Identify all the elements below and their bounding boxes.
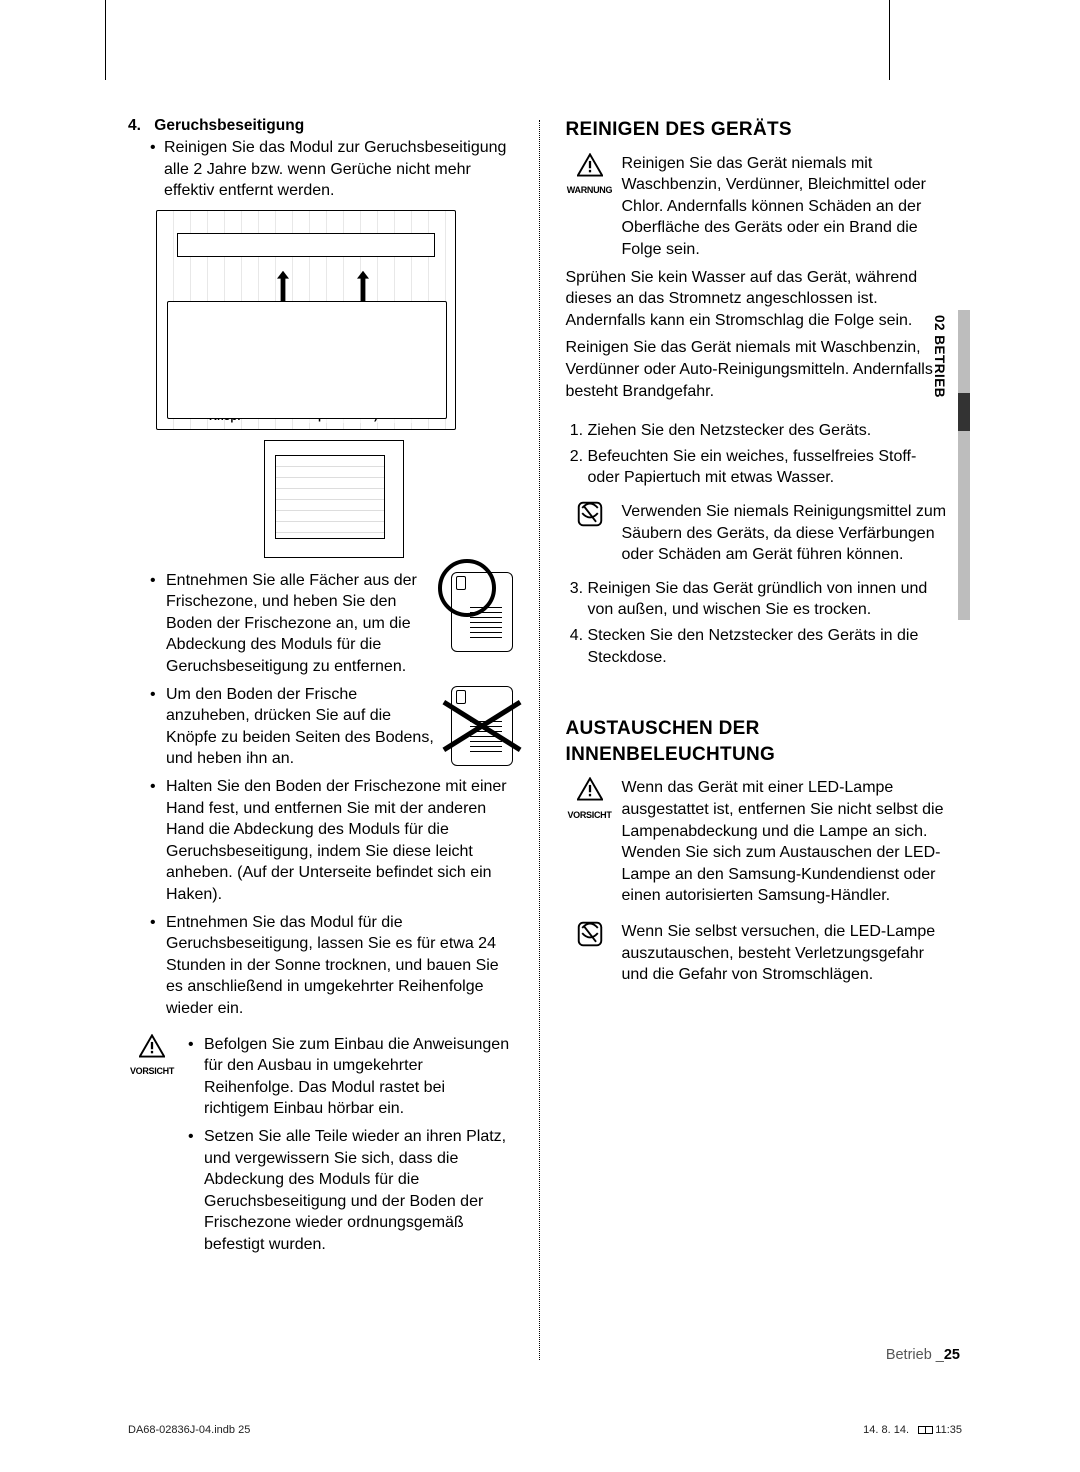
heading-clean: REINIGEN DES GERÄTS [566,117,951,143]
crop-mark-left [105,0,106,80]
illus-caption: (Beim Anheben auf den Knopf drücken) [297,397,419,422]
caution-icon: VORSICHT [128,1034,176,1078]
left-column: 4. Geruchsbeseitigung Reinigen Sie das M… [128,115,513,1360]
page-reference: Betrieb _25 [886,1346,960,1366]
caution-text: Wenn das Gerät mit einer LED-Lampe ausge… [622,777,951,907]
arrow-icon [357,271,369,307]
page: 02 BETRIEB 4. Geruchsbeseitigung Reinige… [0,0,1080,1472]
step-number: 4. [128,117,141,134]
side-tab-bg [958,310,970,620]
bullet: Entnehmen Sie alle Fächer aus der Frisch… [146,570,513,678]
paragraph: Sprühen Sie kein Wasser auf das Gerät, w… [566,267,951,332]
note-text: Wenn Sie selbst versuchen, die LED-Lampe… [622,921,951,986]
warning-label: WARNUNG [566,184,614,196]
two-column-layout: 4. Geruchsbeseitigung Reinigen Sie das M… [128,115,970,1360]
warning-icon: WARNUNG [566,153,614,197]
illustration-main: Knopf (Beim Anheben auf den Knopf drücke… [156,210,513,558]
side-tab-label: 02 BETRIEB [930,315,948,398]
bullet: Entnehmen Sie das Modul für die Geruchsb… [146,912,513,1020]
right-column: REINIGEN DES GERÄTS WARNUNG Reinigen Sie… [566,115,971,1360]
step: Stecken Sie den Netzstecker des Geräts i… [588,625,951,668]
caution-icon: VORSICHT [566,777,614,821]
note-text: Verwenden Sie niemals Reinigungsmittel z… [622,501,951,566]
step: Reinigen Sie das Gerät gründlich von inn… [588,578,951,621]
caution-label: VORSICHT [566,809,614,821]
footer-docref: DA68-02836J-04.indb 25 [128,1423,250,1438]
side-tab-active [958,393,970,431]
warning-text: Reinigen Sie das Gerät niemals mit Wasch… [622,153,951,261]
footer-timestamp: 14. 8. 14. 11:35 [863,1423,962,1438]
step: Befeuchten Sie ein weiches, fusselfreies… [588,446,951,489]
illus-label-knopf: Knopf [209,410,241,425]
crop-mark-right [889,0,890,80]
bullet: Halten Sie den Boden der Frischezone mit… [146,776,513,906]
column-divider [539,120,540,1360]
note-icon [566,501,614,534]
step: ​Ziehen Sie den Netzstecker des Geräts. [588,420,951,442]
bullet: Um den Boden der Frische anzuheben, drüc… [146,684,513,770]
paragraph: Reinigen Sie das Gerät niemals mit Wasch… [566,337,951,402]
caution-bullet: Setzen Sie alle Teile wieder an ihren Pl… [184,1126,513,1256]
heading-light: AUSTAUSCHEN DER INNENBELEUCHTUNG [566,716,951,767]
step-title: Geruchsbeseitigung [154,117,304,134]
intro-bullet: Reinigen Sie das Modul zur Geruchsbeseit… [146,137,513,202]
caution-bullet: Befolgen Sie zum Einbau die Anweisungen … [184,1034,513,1120]
arrow-icon [277,271,289,307]
illustration-sub [264,440,404,558]
note-icon [566,921,614,954]
caution-label: VORSICHT [128,1065,176,1077]
